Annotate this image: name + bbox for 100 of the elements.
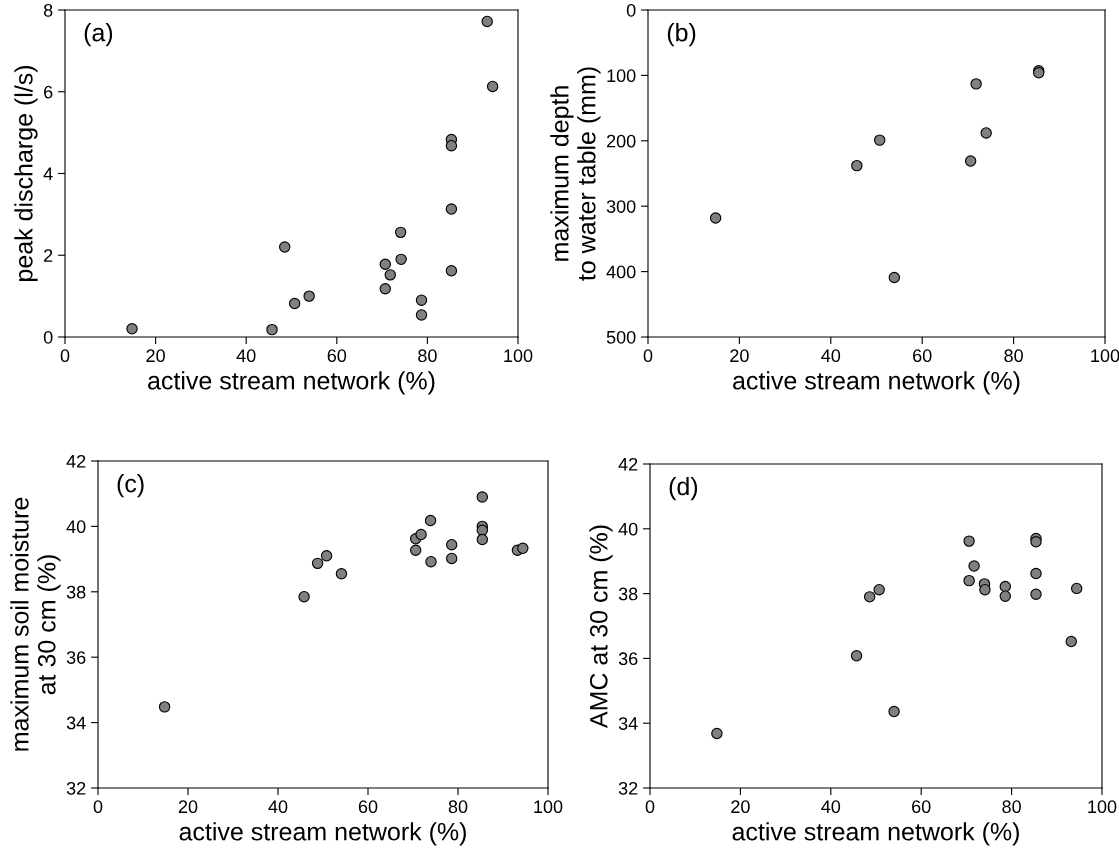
- x-tick-label: 40: [268, 800, 288, 814]
- x-tick-label: 20: [178, 800, 198, 814]
- point: [126, 323, 138, 335]
- x-tick-label: 60: [327, 349, 347, 363]
- point: [476, 491, 489, 503]
- y-tick-label: 300: [606, 200, 636, 213]
- x-tick-label: 80: [1002, 800, 1021, 814]
- x-tick-label: 20: [146, 349, 165, 363]
- x-tick-label: 20: [730, 349, 749, 363]
- y-tick-label: 500: [606, 330, 636, 344]
- y-tick-label: 8: [43, 3, 53, 17]
- point: [303, 290, 315, 302]
- x-tick-label: 100: [1091, 349, 1119, 363]
- y-axis-title: maximum depth to water table (mm): [550, 67, 601, 281]
- point: [888, 271, 901, 284]
- point: [415, 309, 428, 321]
- y-tick-label: 42: [66, 454, 86, 468]
- x-tick-label: 40: [821, 800, 841, 814]
- x-tick-label: 0: [645, 800, 655, 814]
- point: [968, 560, 980, 572]
- x-tick-label: 80: [418, 349, 437, 363]
- point: [158, 701, 171, 713]
- y-tick-label: 100: [607, 69, 636, 83]
- y-tick-label: 34: [66, 716, 86, 730]
- point: [1030, 567, 1042, 580]
- point: [1065, 635, 1077, 648]
- y-tick-label: 40: [66, 520, 86, 534]
- y-tick-label: 2: [44, 249, 53, 262]
- x-axis-title: active stream network (%): [148, 371, 435, 395]
- point: [379, 283, 391, 295]
- x-tick-label: 100: [534, 800, 563, 814]
- point: [999, 590, 1011, 602]
- point: [963, 574, 975, 587]
- y-tick-label: 42: [618, 457, 638, 471]
- point: [335, 568, 348, 580]
- point: [298, 591, 310, 603]
- y-tick-label: 0: [43, 330, 53, 344]
- point: [481, 15, 493, 28]
- y-tick-label: 36: [66, 651, 86, 664]
- point: [415, 294, 428, 306]
- annotation: (b): [667, 23, 696, 47]
- point: [850, 650, 863, 662]
- x-tick-label: 80: [448, 800, 468, 814]
- point: [320, 550, 333, 562]
- point: [445, 203, 458, 215]
- point: [394, 226, 407, 239]
- y-tick-label: 38: [66, 585, 86, 599]
- y-tick-label: 4: [43, 167, 53, 181]
- point: [425, 556, 437, 568]
- point: [445, 265, 458, 277]
- y-tick-label: 32: [66, 781, 86, 795]
- point: [517, 542, 529, 555]
- point: [980, 127, 992, 139]
- point: [445, 140, 458, 152]
- y-axis-title: AMC at 30 cm (%): [589, 525, 613, 729]
- y-tick-label: 200: [606, 134, 636, 148]
- point: [873, 584, 885, 596]
- y-tick-label: 6: [44, 85, 53, 99]
- point: [279, 241, 291, 253]
- x-tick-label: 100: [1088, 800, 1117, 814]
- point: [873, 134, 886, 146]
- y-tick-label: 38: [618, 587, 638, 601]
- point: [415, 528, 427, 541]
- point: [851, 159, 863, 172]
- x-axis-title: active stream network (%): [733, 371, 1020, 395]
- x-tick-label: 60: [913, 349, 932, 363]
- y-axis-title: peak discharge (l/s): [14, 65, 38, 281]
- annotation: (d): [669, 476, 698, 501]
- point: [476, 533, 489, 546]
- x-tick-label: 100: [504, 349, 533, 363]
- point: [888, 705, 900, 718]
- point: [266, 323, 278, 336]
- annotation: (a): [84, 23, 113, 47]
- point: [445, 552, 458, 565]
- point: [311, 557, 324, 570]
- y-tick-label: 0: [626, 3, 636, 17]
- x-tick-label: 80: [1004, 349, 1023, 363]
- x-tick-label: 0: [93, 800, 103, 814]
- point: [409, 544, 422, 556]
- point: [1070, 582, 1083, 595]
- point: [379, 258, 391, 270]
- point: [979, 584, 991, 596]
- x-tick-label: 60: [358, 800, 378, 814]
- y-tick-label: 400: [606, 265, 636, 279]
- y-tick-label: 34: [618, 717, 638, 730]
- point: [711, 727, 723, 740]
- y-tick-label: 32: [618, 781, 638, 795]
- point: [288, 297, 301, 310]
- point: [863, 591, 876, 603]
- point: [486, 80, 499, 93]
- y-tick-label: 40: [618, 522, 638, 536]
- point: [395, 253, 407, 266]
- x-tick-label: 0: [643, 349, 653, 363]
- point: [1030, 536, 1042, 548]
- point: [964, 155, 977, 167]
- point: [1030, 588, 1042, 600]
- point: [384, 269, 396, 281]
- x-tick-label: 60: [912, 800, 931, 814]
- y-tick-label: 36: [618, 652, 638, 666]
- x-tick-label: 20: [731, 800, 750, 814]
